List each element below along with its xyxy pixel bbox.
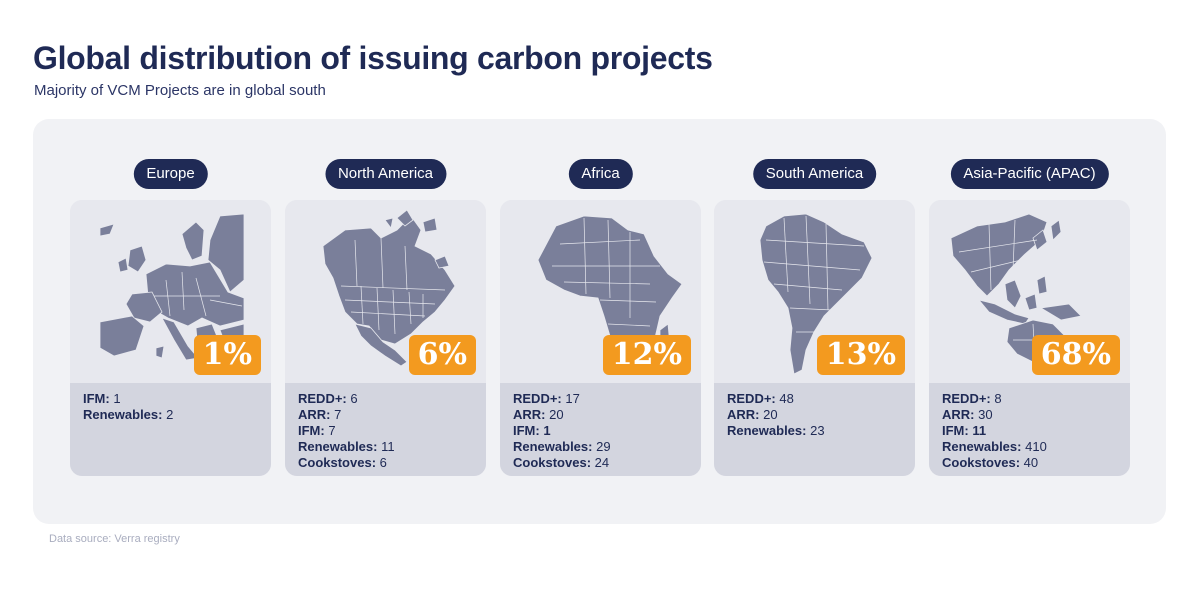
region-card: 13% REDD+: 48 ARR: 20 Renewables: 23	[714, 200, 915, 476]
stat-row: Cookstoves: 6	[298, 455, 387, 470]
page-subtitle: Majority of VCM Projects are in global s…	[34, 82, 326, 99]
stat-row: Renewables: 2	[83, 407, 174, 422]
stat-row: Cookstoves: 24	[513, 455, 610, 470]
project-stats: REDD+: 6 ARR: 7 IFM: 7 Renewables: 11 Co…	[285, 383, 486, 476]
stat-row: Renewables: 410	[942, 439, 1047, 454]
stat-row: Renewables: 23	[727, 423, 825, 438]
stat-row: IFM: 1	[513, 423, 551, 438]
project-stats: REDD+: 48 ARR: 20 Renewables: 23	[714, 383, 915, 476]
region-card: 68% REDD+: 8 ARR: 30 IFM: 11 Renewables:…	[929, 200, 1130, 476]
percentage-badge: 13%	[816, 335, 905, 375]
stat-row: IFM: 11	[942, 423, 987, 438]
stat-row: Renewables: 11	[298, 439, 395, 454]
stat-row: REDD+: 6	[298, 391, 358, 406]
stat-row: ARR: 20	[513, 407, 564, 422]
region-label: North America	[324, 159, 447, 189]
stat-row: IFM: 7	[298, 423, 336, 438]
data-source-note: Data source: Verra registry	[49, 533, 180, 545]
stat-row: ARR: 20	[727, 407, 778, 422]
regions-panel: Europe	[33, 119, 1166, 524]
region-label: Asia-Pacific (APAC)	[950, 159, 1109, 189]
stat-row: Cookstoves: 40	[942, 455, 1039, 470]
percentage-badge: 12%	[602, 335, 691, 375]
south-america-map-icon	[714, 200, 915, 383]
stat-row: REDD+: 8	[942, 391, 1002, 406]
stat-row: REDD+: 48	[727, 391, 794, 406]
region-label: Africa	[568, 159, 633, 189]
percentage-badge: 1%	[193, 335, 261, 375]
percentage-badge: 6%	[408, 335, 476, 375]
stat-row: ARR: 30	[942, 407, 993, 422]
page-title: Global distribution of issuing carbon pr…	[33, 40, 713, 76]
project-stats: IFM: 1 Renewables: 2	[70, 383, 271, 476]
region-card: 6% REDD+: 6 ARR: 7 IFM: 7 Renewables: 11…	[285, 200, 486, 476]
region-label: South America	[752, 159, 877, 189]
project-stats: REDD+: 8 ARR: 30 IFM: 11 Renewables: 410…	[929, 383, 1130, 476]
stat-row: Renewables: 29	[513, 439, 611, 454]
region-card: 1% IFM: 1 Renewables: 2	[70, 200, 271, 476]
stat-row: IFM: 1	[83, 391, 121, 406]
region-card: 12% REDD+: 17 ARR: 20 IFM: 1 Renewables:…	[500, 200, 701, 476]
project-stats: REDD+: 17 ARR: 20 IFM: 1 Renewables: 29 …	[500, 383, 701, 476]
stat-row: REDD+: 17	[513, 391, 580, 406]
europe-map-icon	[70, 200, 271, 383]
stat-row: ARR: 7	[298, 407, 342, 422]
percentage-badge: 68%	[1031, 335, 1120, 375]
region-label: Europe	[133, 159, 208, 189]
